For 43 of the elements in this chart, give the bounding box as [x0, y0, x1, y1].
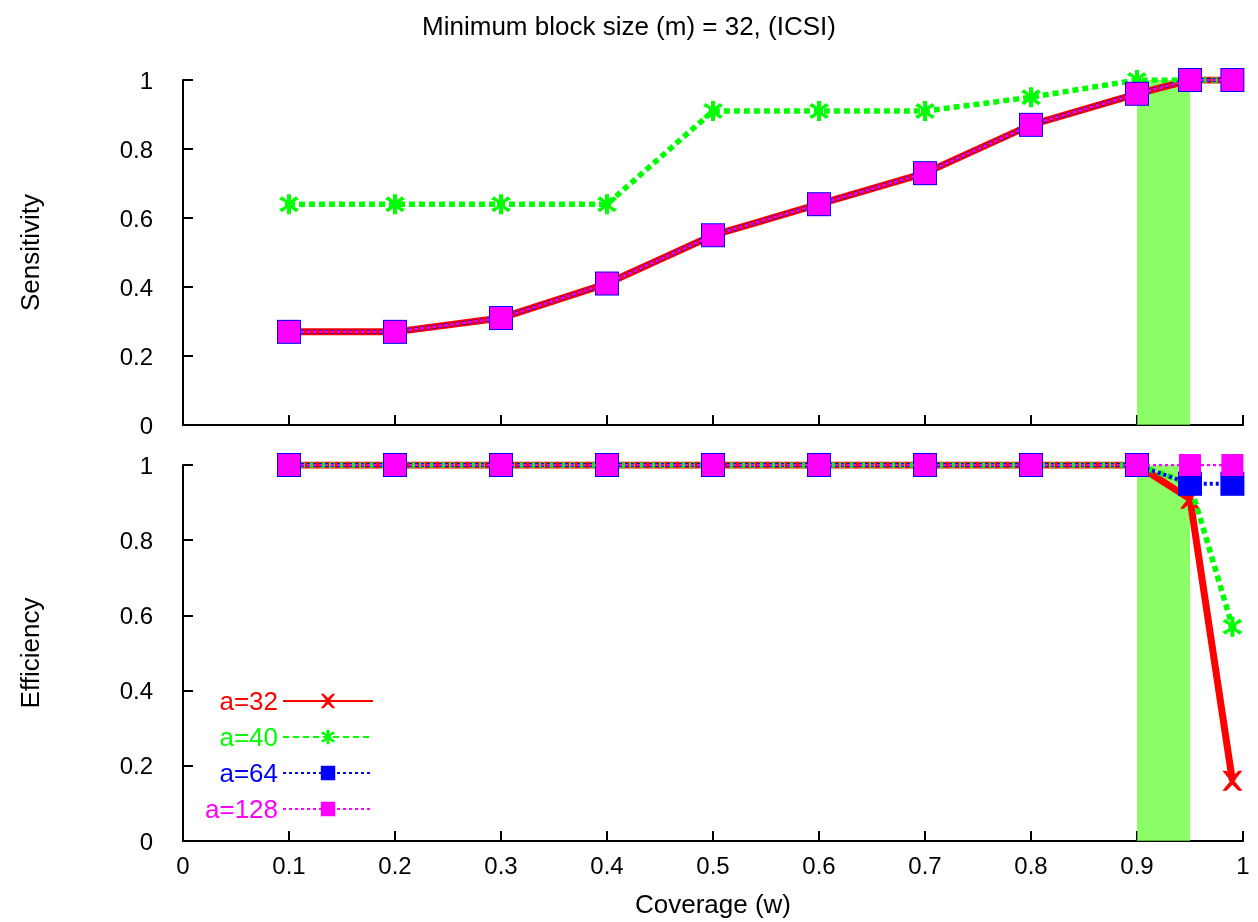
x-axis-title: Coverage (w): [634, 889, 792, 919]
y-axis-title: Efficiency: [15, 597, 45, 709]
point: [1221, 454, 1244, 476]
y-tick-label: 0.8: [119, 526, 153, 554]
legend-label: a=64: [219, 758, 279, 788]
legend-label: a=32: [219, 686, 279, 716]
y-tick-label: 0: [139, 411, 153, 439]
x-tick-label: 0.2: [378, 851, 412, 879]
point: [385, 194, 405, 215]
x-tick-label: 0: [176, 851, 190, 879]
legend-label: a=128: [204, 794, 279, 824]
x-tick-label: 0.9: [1120, 851, 1154, 879]
y-axis-title: Sensitivity: [15, 193, 45, 312]
y-tick-label: 1: [139, 66, 153, 94]
y-tick-label: 0.6: [119, 601, 153, 629]
x-tick-label: 0.7: [908, 851, 942, 879]
legend-label: a=40: [219, 722, 279, 752]
y-tick-label: 0: [139, 827, 153, 855]
point: [1021, 87, 1041, 108]
point: [279, 194, 299, 215]
point: [703, 101, 723, 122]
point: [809, 101, 829, 122]
y-tick-label: 0.6: [119, 204, 153, 232]
y-tick-label: 0.8: [119, 135, 153, 163]
point: [491, 194, 511, 215]
point: [597, 194, 617, 215]
chart-title: Minimum block size (m) = 32, (ICSI): [422, 11, 836, 41]
point: [1222, 616, 1243, 637]
point: [1222, 770, 1243, 791]
x-tick-label: 0.1: [272, 851, 306, 879]
y-tick-label: 0.2: [119, 342, 153, 370]
y-tick-label: 0.2: [119, 752, 153, 780]
y-tick-label: 1: [139, 451, 153, 479]
point: [915, 101, 935, 122]
y-tick-label: 0.4: [119, 677, 153, 705]
y-tick-label: 0.4: [119, 273, 153, 301]
x-tick-label: 0.4: [590, 851, 624, 879]
point: [1179, 454, 1201, 476]
x-tick-label: 0.3: [484, 851, 518, 879]
x-tick-label: 0.8: [1014, 851, 1048, 879]
x-tick-label: 0.5: [696, 851, 730, 879]
x-tick-label: 0.6: [802, 851, 836, 879]
x-tick-label: 1: [1236, 851, 1250, 879]
